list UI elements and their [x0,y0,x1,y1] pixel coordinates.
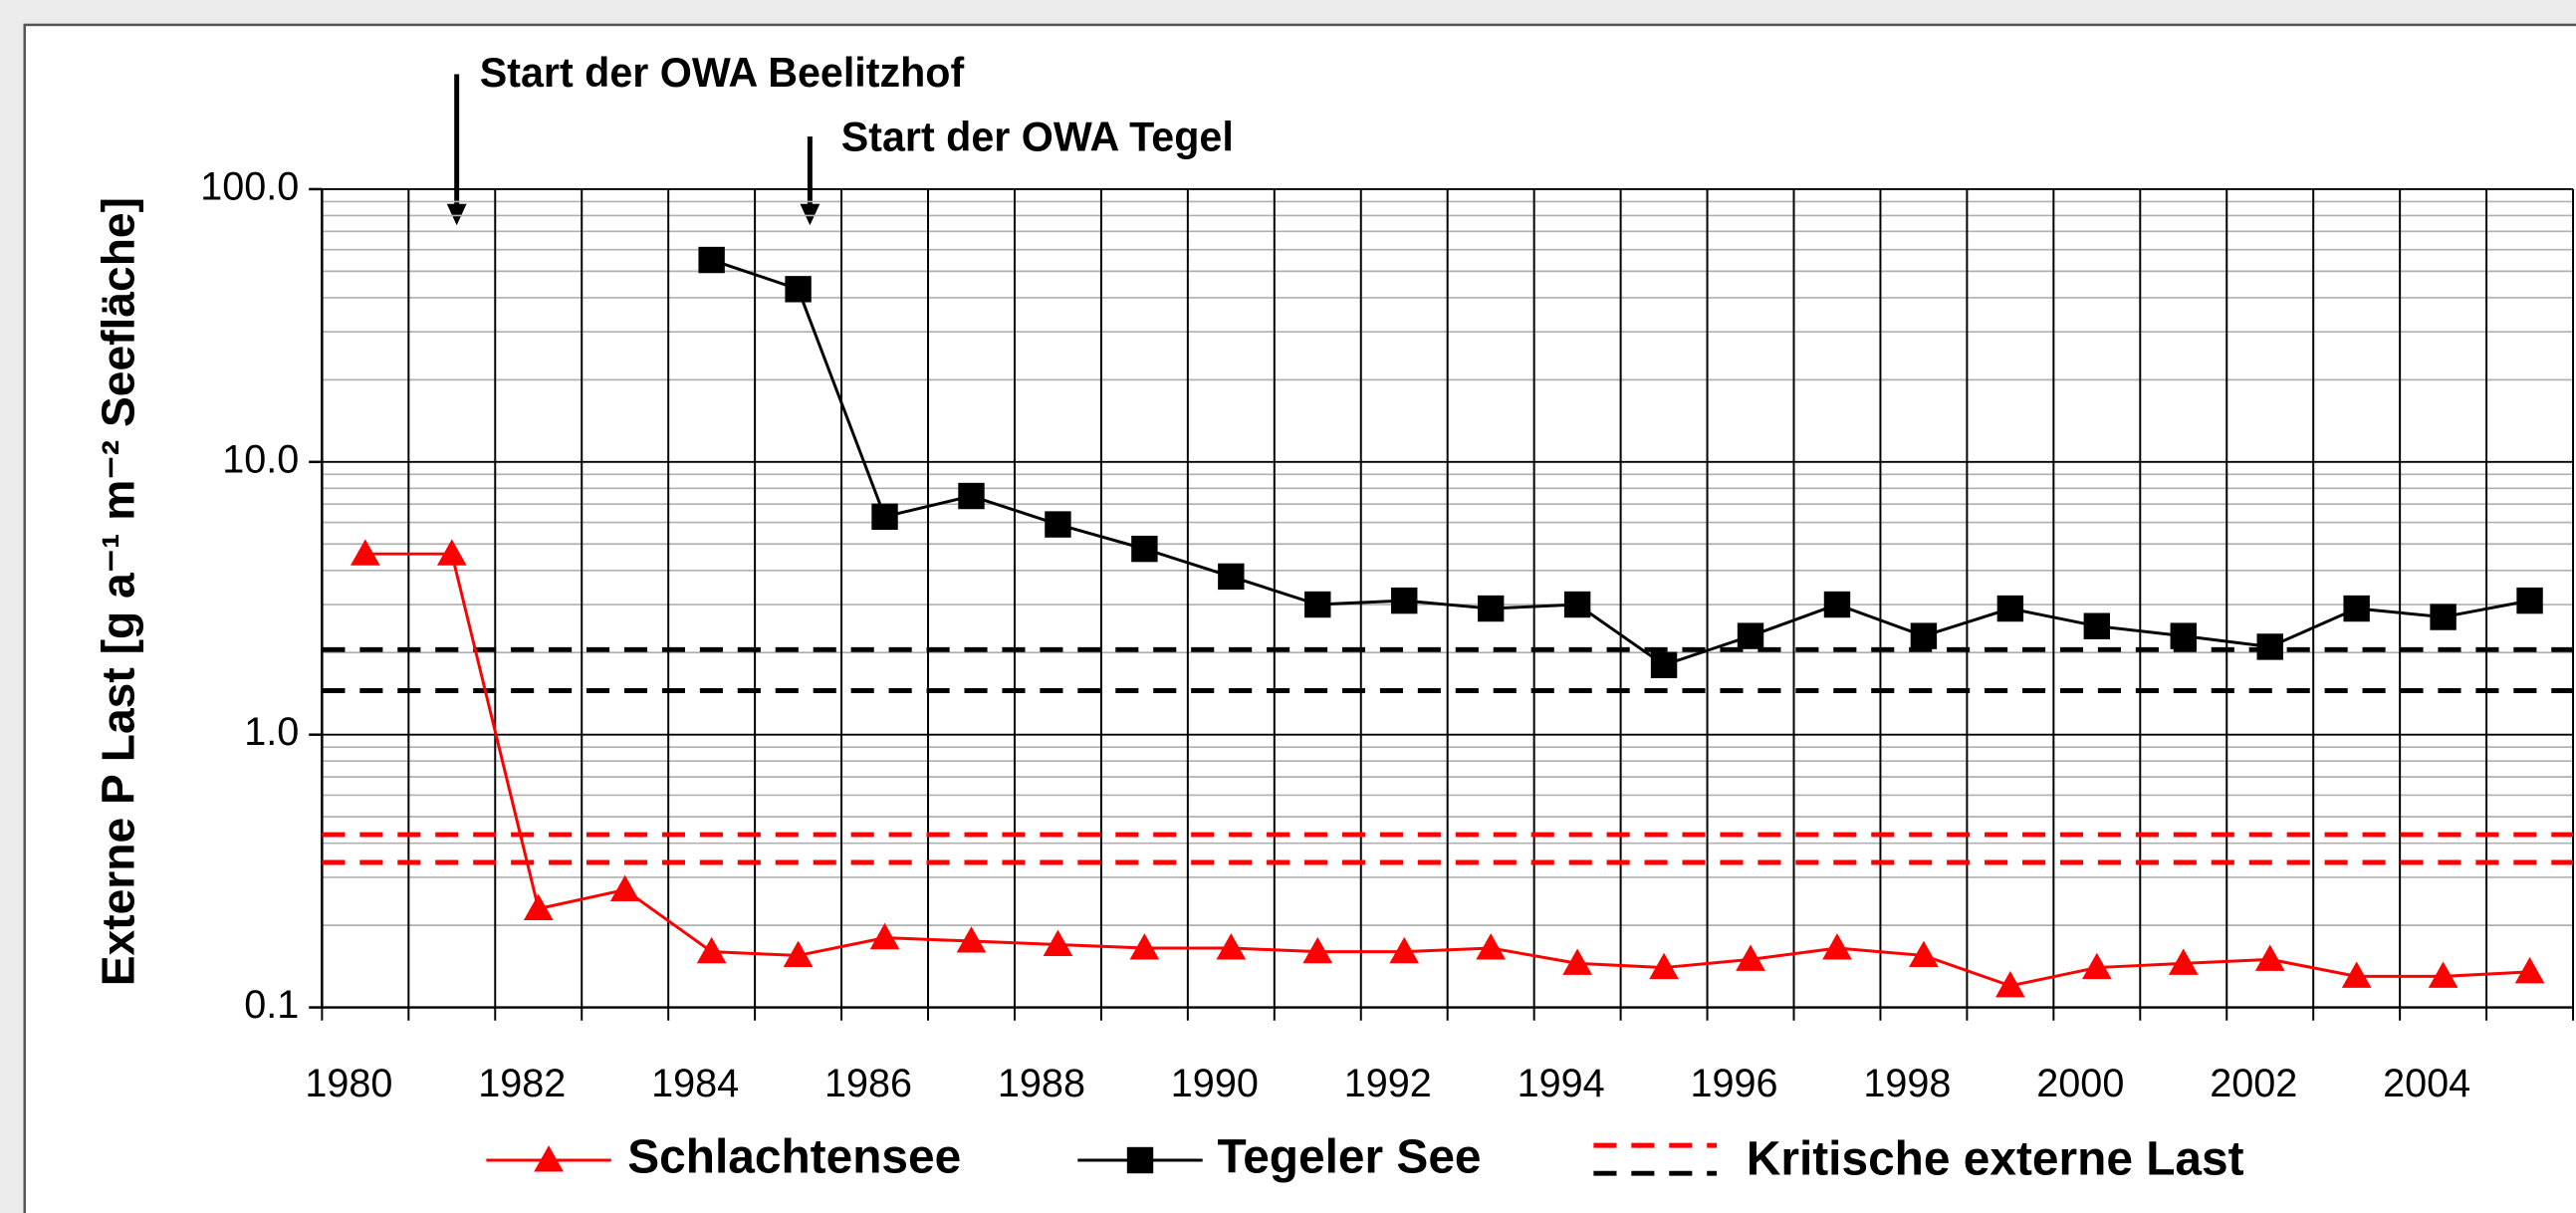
x-tick-label: 1996 [1690,1062,1777,1105]
data-point [1218,563,1245,591]
x-tick-label: 1986 [824,1062,912,1105]
x-tick-label: 1994 [1518,1062,1605,1105]
data-point [696,936,727,964]
y-axis-label: Externe P Last [g a⁻¹ m⁻² Seefläche] [92,197,143,986]
data-point [2430,604,2457,630]
annotation: Start der OWA Tegel [841,114,1234,159]
annotation-arrow-head [446,203,467,226]
data-point [1045,511,1071,538]
legend-label: Kritische externe Last [1747,1132,2244,1185]
data-point [783,940,814,967]
data-point [785,276,812,303]
data-point [1823,591,1851,618]
x-tick-label: 1988 [998,1062,1085,1105]
data-point [871,503,898,530]
data-point [1996,595,2024,622]
data-point [2168,948,2199,975]
annotation: Start der OWA Beelitzhof [480,50,965,96]
x-tick-label: 1984 [651,1062,739,1105]
data-point [2343,595,2370,622]
legend-label: Schlachtensee [627,1131,961,1184]
legend-marker [1126,1146,1154,1174]
data-point [1650,651,1678,678]
data-point [523,893,554,921]
data-point [1995,971,2025,998]
x-tick-label: 1998 [1863,1062,1951,1105]
legend-label: Tegeler See [1218,1131,1482,1184]
data-point [1737,622,1764,649]
data-point [869,922,900,950]
data-point [1909,940,1939,967]
data-point [1391,587,1418,614]
series-line [364,552,2530,988]
data-point [958,482,985,510]
legend-marker [534,1145,564,1172]
y-tick-label: 100.0 [200,164,299,208]
data-point [2170,622,2197,649]
data-point [2428,961,2459,988]
data-point [436,539,467,566]
data-point [1476,933,1507,960]
data-point [1043,929,1073,957]
data-point [1910,622,1938,649]
data-point [698,246,725,274]
data-point [1389,936,1420,964]
data-point [1563,591,1591,618]
data-point [2516,587,2543,614]
data-point [2514,957,2545,984]
data-point [1822,933,1852,960]
data-point [1302,936,1333,964]
y-tick-label: 1.0 [244,710,299,754]
x-tick-label: 1990 [1171,1062,1259,1105]
data-point [956,926,987,953]
data-point [1216,933,1247,960]
y-tick-label: 0.1 [244,983,299,1027]
data-point [2254,944,2285,971]
data-point [2081,952,2112,980]
data-point [1736,944,1765,971]
chart-frame [23,23,2576,1213]
data-point [609,874,640,901]
data-point [1562,948,1592,975]
series-line [711,258,2530,667]
y-tick-label: 10.0 [222,437,299,481]
x-tick-label: 1992 [1344,1062,1432,1105]
data-point [351,539,380,566]
annotation-arrow-head [800,203,820,226]
data-point [1304,591,1331,618]
x-tick-label: 2000 [2036,1062,2124,1105]
data-point [1129,933,1160,960]
x-tick-label: 1980 [305,1062,392,1105]
data-point [1131,535,1158,563]
data-point [1649,952,1679,980]
x-tick-label: 1982 [478,1062,566,1105]
x-tick-label: 2002 [2210,1062,2297,1105]
x-tick-label: 2004 [2383,1062,2470,1105]
data-point [2341,961,2372,988]
data-point [2083,612,2111,639]
data-point [1477,595,1505,622]
data-point [2256,633,2283,660]
